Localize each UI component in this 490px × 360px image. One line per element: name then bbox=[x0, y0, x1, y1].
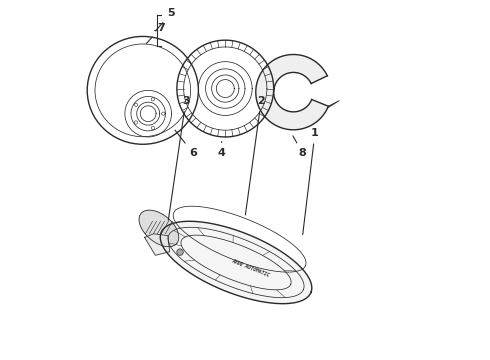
Text: AXOD AUTOMATIC: AXOD AUTOMATIC bbox=[231, 258, 270, 278]
Text: 5: 5 bbox=[155, 8, 175, 31]
Polygon shape bbox=[256, 54, 328, 130]
Polygon shape bbox=[328, 101, 339, 108]
Ellipse shape bbox=[177, 249, 183, 255]
Text: 4: 4 bbox=[218, 141, 225, 158]
Polygon shape bbox=[160, 221, 312, 304]
Text: 8: 8 bbox=[293, 136, 306, 158]
Text: 1: 1 bbox=[303, 129, 319, 235]
Text: 3: 3 bbox=[168, 96, 190, 220]
Polygon shape bbox=[145, 234, 170, 255]
Text: 6: 6 bbox=[175, 130, 197, 158]
Text: 7: 7 bbox=[147, 23, 165, 44]
Text: 2: 2 bbox=[245, 96, 265, 215]
Polygon shape bbox=[139, 210, 179, 247]
